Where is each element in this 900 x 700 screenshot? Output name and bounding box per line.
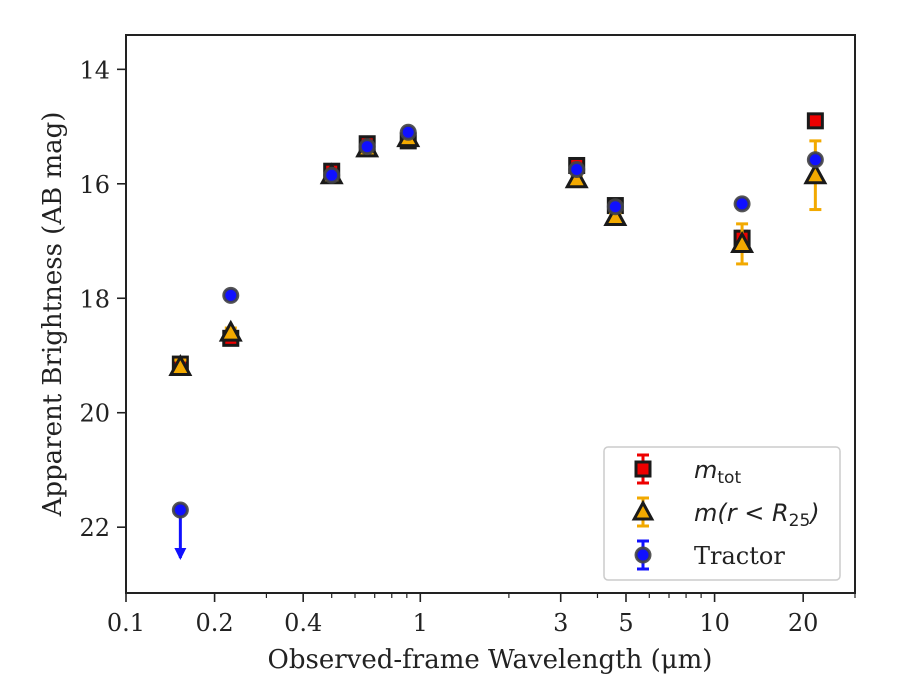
data-point-triangle bbox=[218, 319, 243, 342]
x-axis-label: Observed-frame Wavelength (μm) bbox=[268, 645, 713, 675]
x-tick-label: 1 bbox=[413, 609, 428, 637]
upper-limit-arrowhead bbox=[174, 548, 187, 561]
x-tick-label: 5 bbox=[618, 609, 633, 637]
x-tick-label: 0.1 bbox=[107, 609, 145, 637]
legend-label-subscript: 25 bbox=[789, 511, 811, 531]
plot-frame bbox=[125, 34, 856, 594]
data-point-circle bbox=[171, 501, 189, 519]
legend-label-suffix: ) bbox=[808, 499, 819, 527]
data-point-circle bbox=[358, 138, 376, 156]
data-point-circle bbox=[806, 151, 824, 169]
data-point-triangle bbox=[803, 162, 828, 185]
legend-label-subscript: tot bbox=[717, 468, 741, 488]
legend-marker-triangle bbox=[631, 499, 655, 521]
y-tick-label: 20 bbox=[79, 400, 110, 428]
data-point-triangle bbox=[564, 166, 589, 189]
data-point-circle bbox=[568, 160, 586, 178]
data-point-circle bbox=[399, 123, 417, 141]
legend-label-tractor: Tractor bbox=[694, 542, 785, 570]
data-point-square bbox=[806, 112, 824, 130]
y-axis-label: Apparent Brightness (AB mag) bbox=[38, 112, 68, 518]
data-point-circle bbox=[606, 198, 624, 216]
legend-box bbox=[603, 446, 841, 581]
y-tick-label: 22 bbox=[79, 514, 110, 542]
data-point-triangle bbox=[730, 230, 755, 253]
y-tick-label: 18 bbox=[79, 285, 110, 313]
x-tick-label: 3 bbox=[553, 609, 568, 637]
data-point-triangle bbox=[603, 204, 628, 227]
x-tick-label: 20 bbox=[788, 609, 819, 637]
x-tick-label: 0.2 bbox=[196, 609, 234, 637]
y-tick-label: 14 bbox=[79, 56, 110, 84]
data-point-triangle bbox=[168, 354, 193, 376]
legend-marker-circle bbox=[634, 546, 652, 564]
data-point-circle bbox=[733, 195, 751, 213]
data-point-circle bbox=[222, 286, 240, 304]
x-tick-label: 0.4 bbox=[284, 609, 322, 637]
legend-marker-square bbox=[634, 460, 652, 478]
data-point-circle bbox=[323, 166, 341, 184]
x-tick-label: 10 bbox=[699, 609, 730, 637]
y-tick-label: 16 bbox=[79, 171, 110, 199]
